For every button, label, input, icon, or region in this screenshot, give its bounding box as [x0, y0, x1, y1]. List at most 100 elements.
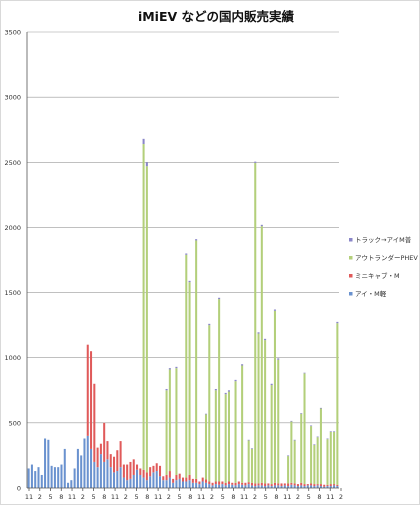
bar-segment — [273, 309, 276, 311]
x-tick-label: 11 — [154, 493, 162, 501]
bar-segment — [201, 477, 204, 482]
bar-segment — [224, 394, 227, 483]
y-tick-label: 3000 — [4, 94, 21, 102]
x-tick-label: 2 — [296, 493, 300, 501]
bar-segment — [316, 485, 319, 488]
bar-segment — [227, 481, 230, 485]
bar-segment — [158, 476, 162, 488]
bar-segment — [250, 482, 253, 486]
bar-segment — [162, 476, 165, 481]
bar-segment — [273, 485, 276, 488]
bar-segment — [126, 480, 129, 488]
legend-label: ミニキャブ・M — [355, 271, 400, 280]
bar-segment — [142, 469, 145, 478]
bar-segment — [303, 486, 306, 488]
bar-segment — [234, 381, 237, 483]
bar-segment — [198, 481, 201, 485]
bar-segment — [336, 486, 339, 488]
bar-segment — [165, 388, 168, 391]
bar-segment — [333, 431, 336, 432]
bar-segment — [208, 323, 211, 326]
bar-segment — [326, 486, 329, 488]
y-tick-label: 1000 — [4, 354, 21, 362]
bar-segment — [273, 310, 276, 483]
bar-segment — [99, 443, 102, 455]
bar-segment — [185, 254, 188, 478]
bar-segment — [103, 422, 106, 462]
bar-segment — [208, 325, 211, 482]
x-tick-label: 5 — [178, 493, 182, 501]
bar-segment — [93, 461, 96, 488]
bar-segment — [250, 448, 253, 483]
bar-segment — [287, 456, 290, 484]
bar-segment — [247, 440, 250, 483]
y-tick-label: 1500 — [4, 289, 21, 297]
bar-segment — [313, 484, 316, 487]
bar-segment — [316, 484, 319, 486]
x-tick-label: 5 — [221, 493, 225, 501]
y-tick-label: 2500 — [4, 159, 21, 167]
y-tick-label: 0 — [17, 485, 21, 493]
bar-segment — [329, 431, 332, 485]
bar-segment — [145, 166, 148, 473]
bar-segment — [313, 444, 316, 446]
bar-segment — [201, 481, 204, 488]
chart-title: iMiEV などの国内販売実績 — [138, 9, 295, 24]
bar-segment — [178, 478, 181, 488]
bar-segment — [139, 474, 142, 488]
bar-segment — [287, 455, 290, 457]
x-tick-label: 8 — [231, 493, 235, 501]
bar-segment — [185, 477, 188, 482]
bar-segment — [175, 480, 178, 488]
x-tick-label: 8 — [274, 493, 278, 501]
bar-segment — [310, 425, 313, 427]
bar-segment — [264, 486, 267, 488]
bar-segment — [237, 481, 240, 485]
bar-segment — [224, 392, 227, 395]
bar-segment — [227, 484, 230, 488]
bar-segment — [254, 486, 257, 488]
bar-segment — [158, 465, 162, 477]
bar-segment — [113, 472, 116, 488]
bar-segment — [185, 253, 188, 255]
bar-segment — [168, 369, 171, 472]
x-tick-label: 11 — [283, 493, 291, 501]
bar-segment — [234, 379, 237, 382]
bar-segment — [326, 438, 329, 440]
bar-segment — [296, 484, 299, 487]
bar-segment — [260, 226, 263, 483]
x-tick-label: 2 — [253, 493, 257, 501]
bar-segment — [247, 439, 250, 441]
bar-segment — [306, 484, 309, 486]
bar-segment — [227, 390, 230, 392]
bar-segment — [264, 338, 267, 341]
bar-segment — [132, 459, 135, 475]
bar-segment — [323, 484, 326, 487]
bar-segment — [106, 459, 109, 488]
bar-segment — [267, 485, 270, 488]
bar-segment — [241, 482, 244, 485]
bar-segment — [195, 478, 198, 483]
bar-segment — [175, 474, 178, 481]
bar-segment — [126, 464, 129, 481]
bar-segment — [260, 485, 263, 488]
bar-segment — [198, 484, 201, 488]
bar-segment — [109, 454, 112, 468]
bar-segment — [218, 481, 221, 485]
bar-segment — [221, 481, 224, 485]
bar-segment — [129, 461, 132, 479]
bar-segment — [224, 482, 227, 486]
bar-segment — [204, 482, 208, 488]
x-tick-label: 11 — [240, 493, 248, 501]
bar-segment — [290, 421, 293, 483]
bar-segment — [290, 482, 293, 485]
bar-segment — [270, 383, 273, 386]
bar-segment — [214, 481, 217, 485]
x-tick-label: 11 — [326, 493, 334, 501]
bar-segment — [303, 484, 306, 487]
bar-segment — [142, 138, 145, 145]
bar-segment — [53, 467, 56, 488]
bar-segment — [195, 482, 198, 488]
